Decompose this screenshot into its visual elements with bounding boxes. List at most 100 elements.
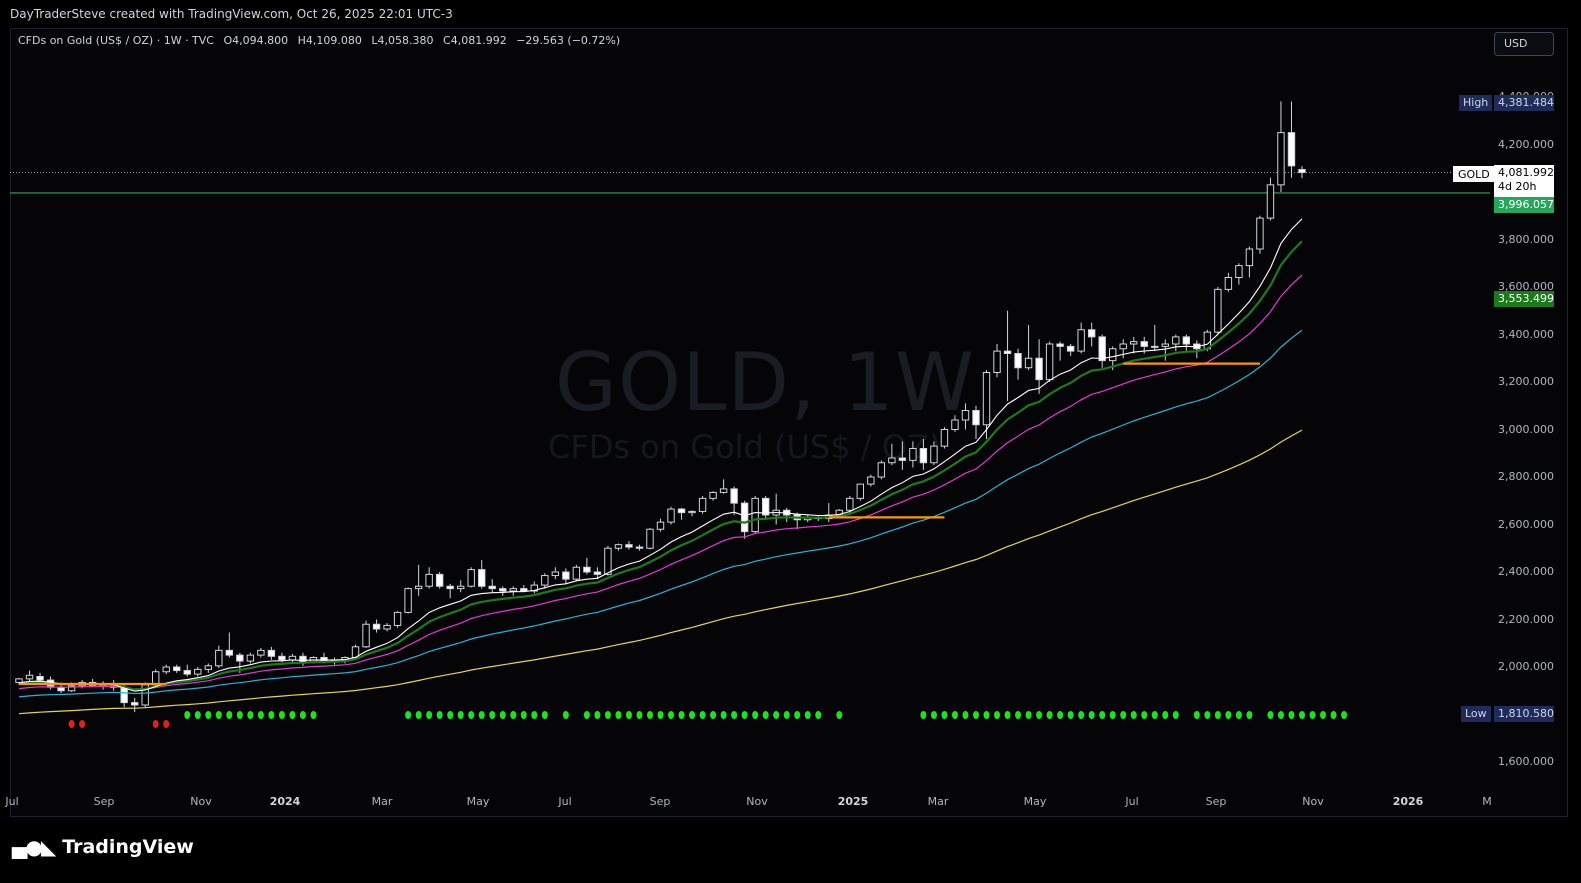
time-axis-label: May: [1023, 795, 1047, 808]
signal-dot-green: [1330, 711, 1337, 719]
candle-body: [593, 571, 602, 575]
signal-dot-green: [815, 711, 822, 719]
candle-body: [951, 419, 959, 430]
signal-dot-green: [1067, 711, 1074, 719]
ema-cyan-line: [18, 329, 1303, 698]
signal-dot-green: [520, 711, 527, 719]
signal-dot-green: [773, 711, 780, 719]
candle-body: [299, 655, 307, 663]
symbol-tag: GOLD: [1453, 166, 1495, 182]
ema-trend-line: [18, 240, 1303, 691]
candle-body: [1172, 336, 1180, 345]
candle-body: [25, 674, 34, 680]
signal-dot-green: [752, 711, 759, 719]
candle-body: [162, 666, 170, 673]
signal-dot-green: [1225, 711, 1232, 719]
candle-body: [982, 372, 991, 426]
candle-body: [393, 611, 402, 626]
candle-body: [67, 685, 76, 692]
candle-body: [1014, 353, 1022, 369]
time-axis-label: Nov: [190, 795, 212, 808]
signal-dot-green: [1130, 711, 1137, 719]
time-axis-label: Nov: [746, 795, 768, 808]
signal-dot-green: [1078, 711, 1085, 719]
high-tag-label: High: [1459, 95, 1493, 111]
candle-body: [1098, 336, 1106, 362]
candle-body: [919, 448, 928, 464]
signal-dot-green: [657, 711, 664, 719]
candle-body: [1087, 329, 1096, 338]
candle-body: [541, 575, 549, 586]
signal-dot-green: [436, 711, 443, 719]
candle-body: [751, 497, 759, 533]
signal-dot-green: [972, 711, 979, 719]
signal-dot-green: [983, 711, 990, 719]
signal-dot-green: [1109, 711, 1116, 719]
candle-body: [520, 588, 528, 592]
signal-dot-green: [184, 711, 191, 719]
candle-body: [1266, 184, 1275, 219]
signal-dot-green: [762, 711, 769, 719]
signal-dot-red: [152, 720, 159, 728]
candle-body: [1003, 350, 1012, 354]
currency-button[interactable]: USD: [1494, 32, 1554, 56]
tradingview-logo[interactable]: ▄●◣ TradingView: [12, 835, 194, 859]
signal-dot-green: [415, 711, 422, 719]
candle-body: [173, 666, 181, 672]
candle-body: [1277, 132, 1285, 186]
candle-body: [1140, 341, 1148, 347]
candle-body: [246, 654, 255, 662]
signal-dot-green: [731, 711, 738, 719]
ema-yellow-line: [18, 429, 1303, 715]
last-price-tag: 4,081.992 4d 20h: [1494, 165, 1554, 197]
signal-dot-green: [804, 711, 811, 719]
legend-low: L4,058.380: [371, 34, 434, 47]
signal-dot-green: [941, 711, 948, 719]
candle-body: [856, 483, 865, 499]
signal-dot-green: [562, 711, 569, 719]
signal-dot-green: [836, 711, 843, 719]
candle-body: [656, 521, 665, 530]
signal-dot-green: [604, 711, 611, 719]
ema-fast-line: [18, 218, 1303, 692]
signal-dot-green: [1267, 711, 1274, 719]
signal-dot-green: [1036, 711, 1043, 719]
candle-body: [846, 497, 854, 511]
candle-body: [1182, 336, 1191, 345]
signal-dot-green: [236, 711, 243, 719]
signal-dot-green: [478, 711, 485, 719]
candle-body: [867, 476, 875, 485]
time-axis-label: 2024: [269, 795, 301, 808]
signal-dot-green: [930, 711, 937, 719]
price-axis-label: 3,200.000: [1498, 375, 1554, 388]
candle-body: [414, 585, 423, 590]
signal-dot-green: [194, 711, 201, 719]
signal-dot-green: [278, 711, 285, 719]
signal-dot-green: [226, 711, 233, 719]
candle-body: [267, 649, 276, 657]
signal-dot-green: [215, 711, 222, 719]
signal-dot-green: [594, 711, 601, 719]
candle-body: [467, 569, 475, 587]
candle-body: [888, 457, 896, 464]
signal-dot-green: [994, 711, 1001, 719]
price-axis-label: 2,000.000: [1498, 660, 1554, 673]
footer: [0, 817, 1581, 883]
candle-body: [730, 488, 738, 504]
signal-dot-green: [299, 711, 306, 719]
ema-trend-tag: 3,553.499: [1494, 291, 1554, 307]
signal-dot-green: [741, 711, 748, 719]
candle-body: [1119, 343, 1127, 350]
chart-pane[interactable]: [10, 28, 1568, 817]
low-tag-value: 1,810.580: [1494, 706, 1554, 722]
signal-dot-green: [646, 711, 653, 719]
candle-body: [572, 566, 581, 580]
signal-dot-green: [783, 711, 790, 719]
time-axis-label: Sep: [1205, 795, 1227, 808]
candle-body: [1045, 343, 1054, 381]
candle-body: [236, 654, 244, 662]
candle-body: [1151, 345, 1159, 348]
candle-body: [1066, 345, 1075, 352]
high-tag-value: 4,381.484: [1494, 95, 1554, 111]
